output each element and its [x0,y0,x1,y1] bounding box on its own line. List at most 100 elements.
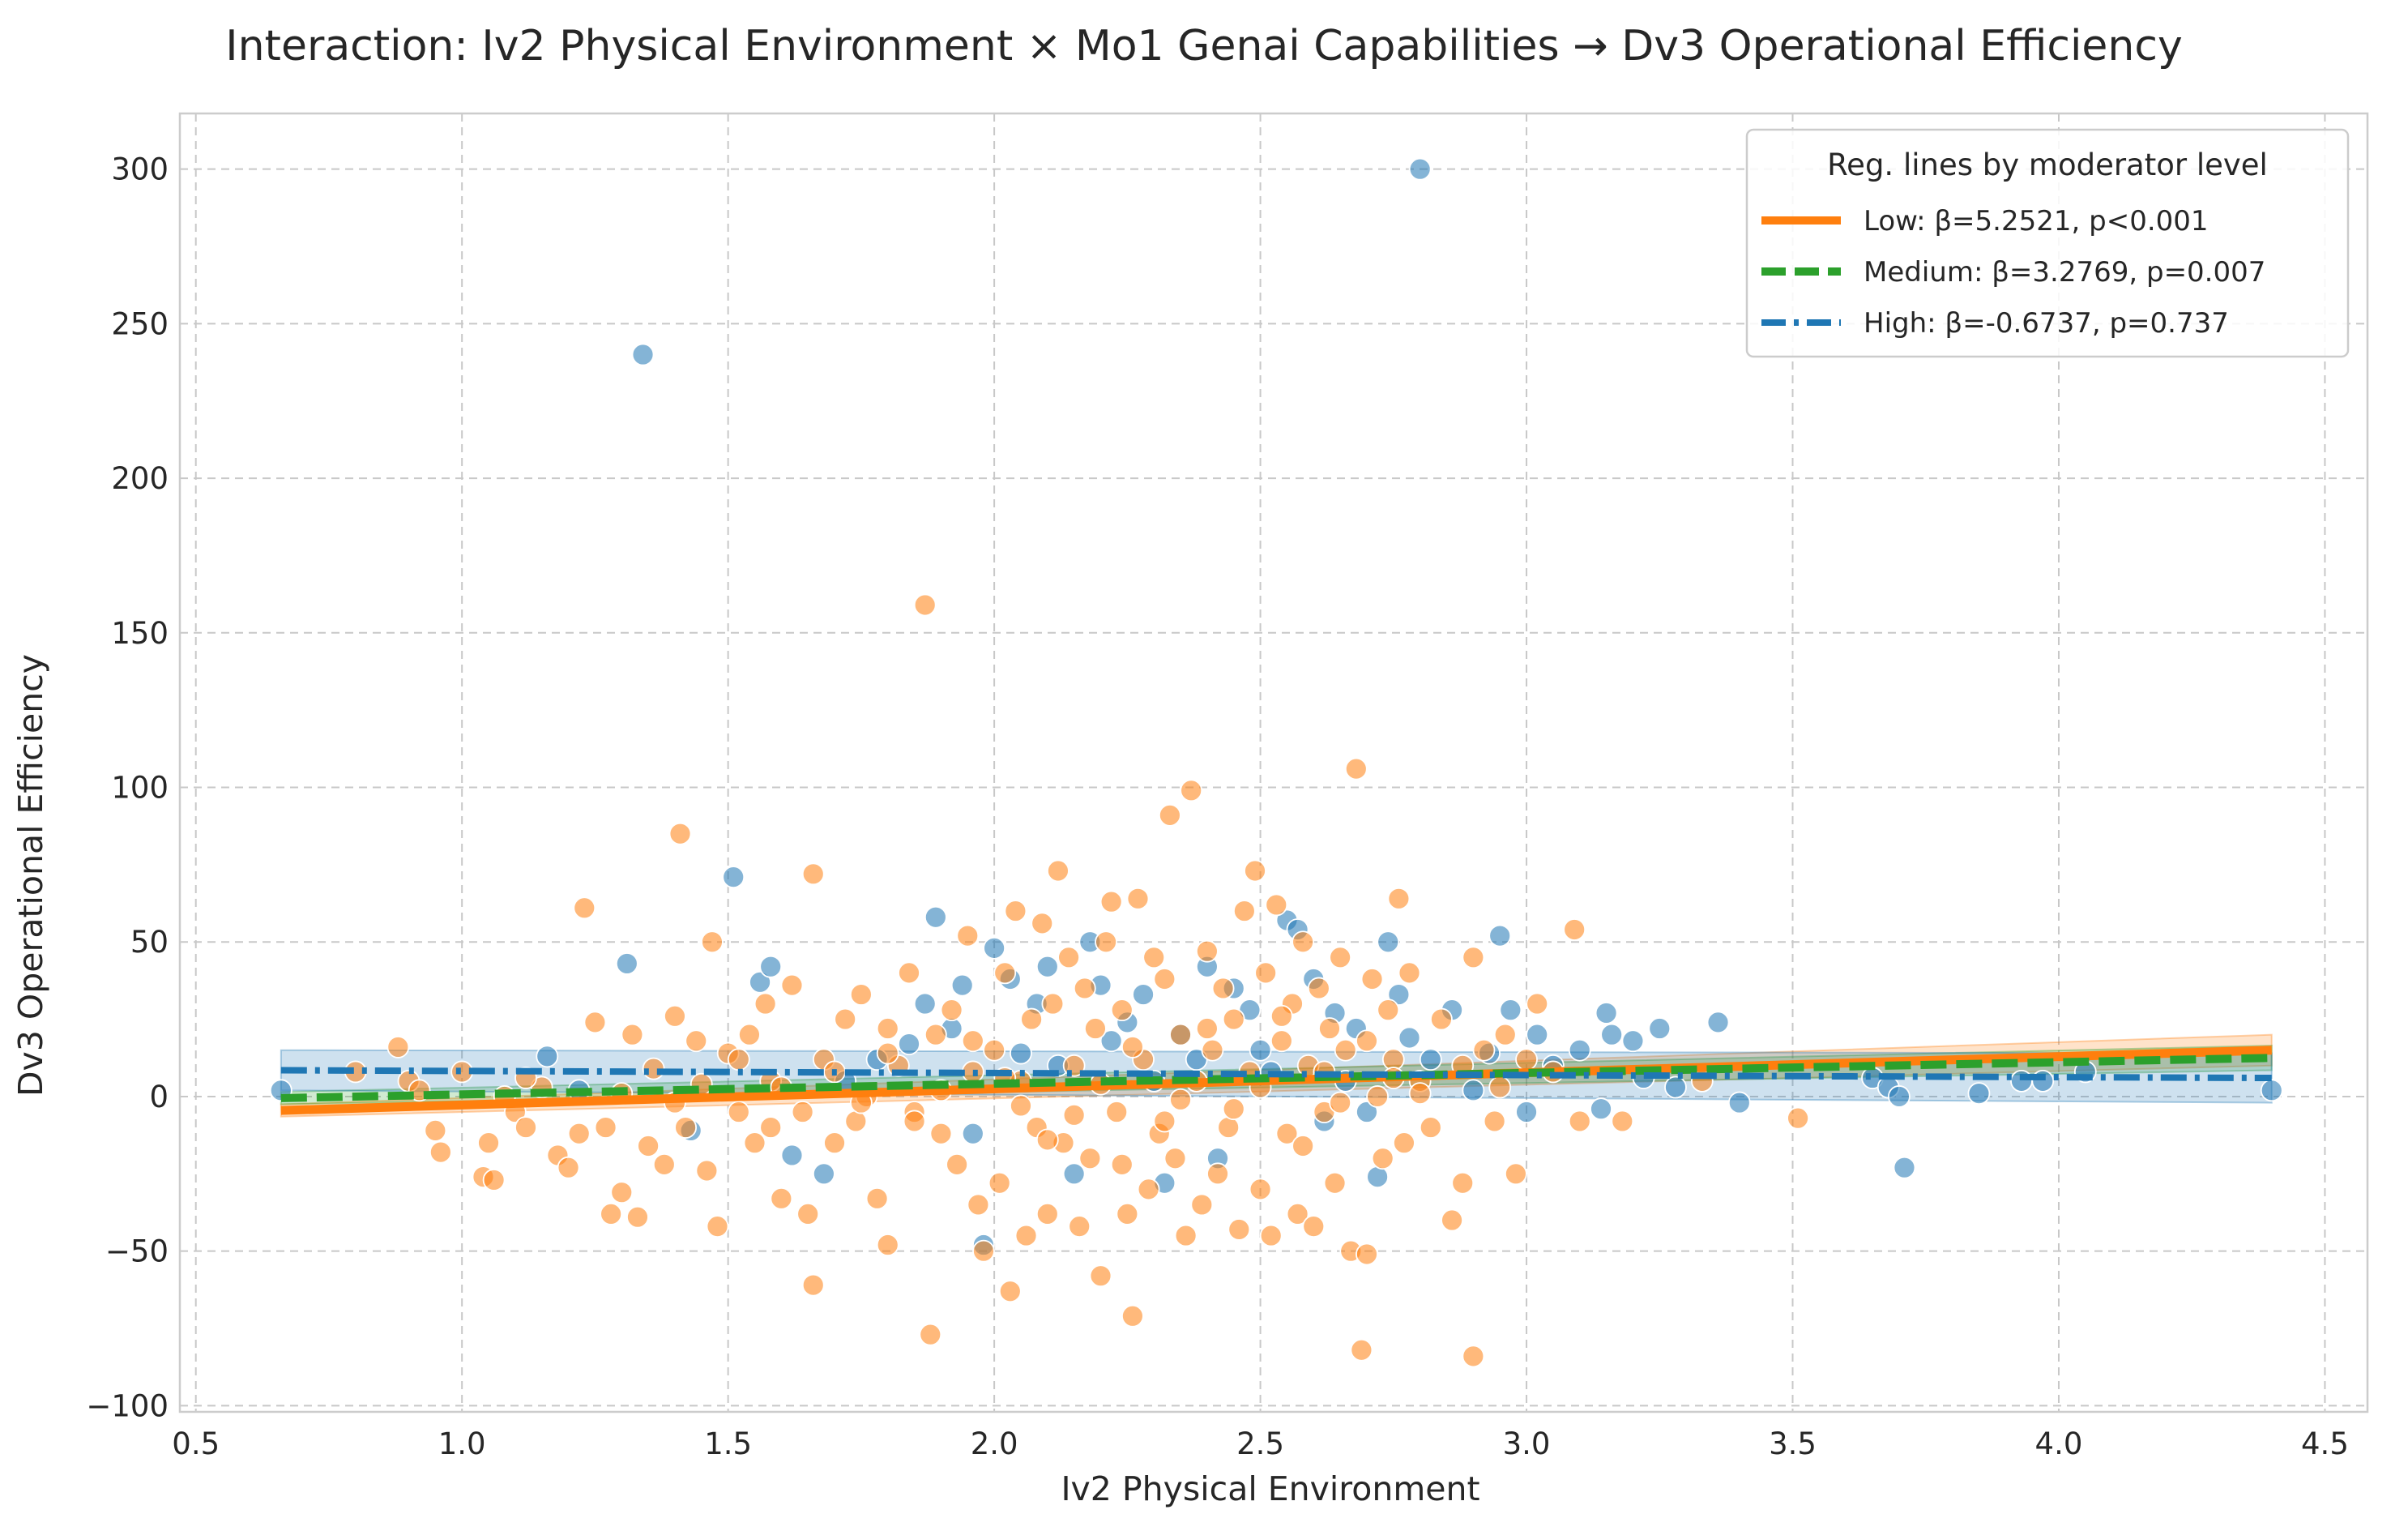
scatter-point [898,961,920,985]
scatter-point [1084,1017,1107,1040]
scatter-point [812,1162,835,1186]
legend-box [1745,128,2350,358]
scatter-point [615,952,638,975]
scatter-point [1259,1224,1283,1247]
scatter-point [770,1187,793,1210]
scatter-point [983,936,1006,960]
scatter-point [988,1171,1011,1195]
y-tick-label: 300 [111,152,169,187]
scatter-point [1047,859,1070,883]
scatter-point [1323,1171,1347,1195]
scatter-point [791,1101,814,1123]
scatter-point [1727,1091,1751,1114]
scatter-point [1270,1004,1293,1028]
scatter-point [1089,1264,1112,1288]
scatter-point [780,973,804,997]
scatter-point [668,822,692,845]
scatter-point [1275,1122,1299,1145]
scatter-point [967,1193,990,1217]
plot-frame [178,112,2369,1413]
scatter-point [621,1023,644,1046]
scatter-point [1249,1038,1272,1062]
regression-line-medium [280,1054,2272,1102]
x-tick-label: 3.5 [1769,1426,1817,1461]
scatter-point [1371,1147,1394,1170]
scatter-point [913,992,937,1016]
scatter-point [1568,1110,1591,1133]
scatter-point [946,1153,969,1176]
regression-lines [280,1046,2272,1115]
scatter-point [2260,1079,2283,1102]
scatter-point [1398,961,1421,985]
scatter-point [536,1045,559,1068]
scatter-point [1158,803,1181,827]
scatter-point [1787,1106,1809,1130]
scatter-point [1307,977,1330,1000]
scatter-point [1302,1215,1326,1238]
x-tick-label: 1.0 [438,1426,486,1461]
scatter-point [1110,999,1134,1022]
y-tick-label: 150 [111,616,169,651]
x-tick-label: 3.0 [1503,1426,1551,1461]
scatter-point [1462,946,1485,969]
scatter-point [1169,1088,1192,1111]
scatter-point [950,973,974,997]
scatter-point [1057,946,1080,969]
scatter-point [865,1187,889,1210]
y-tick-label: −50 [105,1234,169,1269]
scatter-point [1163,1147,1187,1170]
scatter-point [424,1119,447,1142]
scatter-point [1099,890,1123,913]
scatter-point [1153,968,1176,990]
scatter-point [924,1023,947,1046]
scatter-point [913,593,937,617]
scatter-point [1441,1208,1463,1232]
scatter-point [780,1144,804,1167]
scatter-point [983,1038,1006,1062]
scatter-point [573,896,596,920]
scatter-point [1062,1162,1086,1186]
y-tick-label: 0 [149,1080,169,1114]
scatter-point [1334,1038,1357,1062]
scatter-point [1105,1101,1129,1123]
scatter-point [1515,1101,1538,1123]
scatter-point [940,999,963,1022]
scatter-point [1121,1036,1144,1058]
scatter-point [652,1153,676,1176]
x-ticks: 0.5 1.0 1.5 2.0 2.5 3.0 3.5 4.0 4.5 [172,1426,2349,1461]
scatter-point [1408,1082,1432,1105]
scatter-point [1590,1097,1612,1121]
scatter-point [1706,1011,1730,1034]
scatter-point [1116,1202,1139,1225]
scatter-point [1488,924,1512,947]
scatter-point [1499,999,1522,1022]
scatter-point [759,955,783,978]
scatter-point [956,924,980,947]
scatter-points [269,157,2283,1368]
y-tick-label: 50 [130,925,169,960]
scatter-point [1227,1218,1251,1241]
scatter-point [1254,961,1278,985]
scatter-point [1600,1023,1624,1046]
scatter-point [961,1122,984,1145]
scatter-point [1462,1345,1485,1368]
scatter-point [1244,859,1266,883]
legend-label-medium: Medium: β=3.2769, p=0.007 [1864,256,2265,289]
y-tick-label: 100 [111,771,169,806]
scatter-point [583,1011,607,1034]
scatter-point [600,1202,623,1225]
scatter-point [1563,918,1586,941]
scatter-point [674,1116,697,1139]
scatter-point [1169,1023,1192,1046]
scatter-point [929,1122,953,1145]
y-tick-label: 200 [111,461,169,496]
scatter-point [1377,930,1400,954]
scatter-point [1526,1023,1549,1046]
scatter-point [1329,946,1352,969]
scatter-point [993,961,1017,985]
scatter-point [796,1202,820,1225]
scatter-point [1035,955,1059,978]
scatter-point [972,1239,995,1263]
scatter-point [1195,1017,1219,1040]
